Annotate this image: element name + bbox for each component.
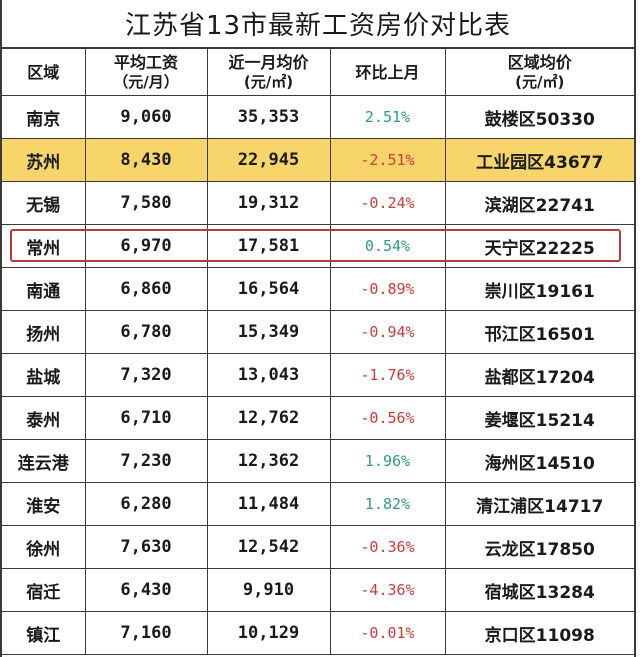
table-row: 泰州 6,710 12,762 -0.56% 姜堰区15214	[2, 396, 634, 440]
wage-housing-table: 区域 平均工资 （元/月） 近一月均价 (元/㎡) 环比上月 区域均价 (元/㎡) 南…	[2, 49, 634, 655]
price-cell: 35,353	[206, 95, 331, 139]
salary-cell: 6,780	[84, 310, 208, 354]
header-unit: （元/月）	[113, 72, 179, 91]
district-price-cell: 海州区14510	[444, 439, 634, 483]
table-row: 镇江 7,160 10,129 -0.01% 京口区11098	[2, 611, 634, 655]
table-title: 江苏省13市最新工资房价对比表	[2, 0, 634, 49]
district-price-cell: 鼓楼区50330	[444, 95, 634, 139]
price-cell: 12,542	[206, 525, 331, 569]
price-cell: 11,484	[206, 482, 331, 526]
price-cell: 19,312	[206, 181, 331, 225]
table-row: 徐州 7,630 12,542 -0.36% 云龙区17850	[2, 525, 634, 569]
city-cell: 苏州	[2, 138, 86, 182]
table-row: 苏州 8,430 22,945 -2.51% 工业园区43677	[2, 138, 634, 182]
mom-change-cell: 0.54%	[329, 224, 446, 268]
district-price-cell: 清江浦区14717	[444, 482, 634, 526]
district-price-cell: 宿城区13284	[444, 568, 634, 612]
district-price-cell: 崇川区19161	[444, 267, 634, 311]
mom-change-cell: 1.96%	[329, 439, 446, 483]
salary-cell: 7,160	[84, 611, 208, 655]
district-price-cell: 盐都区17204	[444, 353, 634, 397]
price-cell: 12,762	[206, 396, 331, 440]
header-label: 区域均价	[507, 52, 572, 72]
mom-change-cell: -0.94%	[329, 310, 446, 354]
salary-cell: 8,430	[84, 138, 208, 182]
salary-cell: 6,430	[84, 568, 208, 612]
district-price-cell: 邗江区16501	[444, 310, 634, 354]
city-cell: 常州	[2, 224, 86, 268]
district-price-cell: 滨湖区22741	[444, 181, 634, 225]
mom-change-cell: -0.89%	[329, 267, 446, 311]
city-cell: 无锡	[2, 181, 86, 225]
mom-change-cell: 1.82%	[329, 482, 446, 526]
table-row: 盐城 7,320 13,043 -1.76% 盐都区17204	[2, 353, 634, 397]
header-unit: (元/㎡)	[515, 72, 565, 91]
table-row: 无锡 7,580 19,312 -0.24% 滨湖区22741	[2, 181, 634, 225]
mom-change-cell: -0.36%	[329, 525, 446, 569]
mom-change-cell: -1.76%	[329, 353, 446, 397]
city-cell: 宿迁	[2, 568, 86, 612]
city-cell: 南通	[2, 267, 86, 311]
district-price-cell: 云龙区17850	[444, 525, 634, 569]
city-cell: 泰州	[2, 396, 86, 440]
salary-cell: 7,230	[84, 439, 208, 483]
mom-change-cell: -0.56%	[329, 396, 446, 440]
header-row: 区域 平均工资 （元/月） 近一月均价 (元/㎡) 环比上月 区域均价 (元/㎡)	[2, 49, 634, 96]
salary-cell: 7,320	[84, 353, 208, 397]
mom-change-cell: -2.51%	[329, 138, 446, 182]
header-label: 环比上月	[355, 62, 420, 82]
city-cell: 镇江	[2, 611, 86, 655]
mom-change-cell: -0.01%	[329, 611, 446, 655]
header-recent-price: 近一月均价 (元/㎡)	[206, 49, 331, 96]
mom-change-cell: 2.51%	[329, 95, 446, 139]
district-price-cell: 天宁区22225	[444, 224, 634, 268]
salary-cell: 6,280	[84, 482, 208, 526]
header-district-price: 区域均价 (元/㎡)	[444, 49, 634, 96]
city-cell: 扬州	[2, 310, 86, 354]
price-cell: 13,043	[206, 353, 331, 397]
city-cell: 盐城	[2, 353, 86, 397]
city-cell: 淮安	[2, 482, 86, 526]
salary-cell: 6,860	[84, 267, 208, 311]
table-row: 宿迁 6,430 9,910 -4.36% 宿城区13284	[2, 568, 634, 612]
price-cell: 17,581	[206, 224, 331, 268]
table-row: 淮安 6,280 11,484 1.82% 清江浦区14717	[2, 482, 634, 526]
salary-cell: 7,630	[84, 525, 208, 569]
header-label: 近一月均价	[228, 52, 309, 72]
table-row: 连云港 7,230 12,362 1.96% 海州区14510	[2, 439, 634, 483]
price-cell: 16,564	[206, 267, 331, 311]
district-price-cell: 工业园区43677	[444, 138, 634, 182]
salary-cell: 6,970	[84, 224, 208, 268]
salary-cell: 6,710	[84, 396, 208, 440]
table-row: 南京 9,060 35,353 2.51% 鼓楼区50330	[2, 95, 634, 139]
table-row: 常州 6,970 17,581 0.54% 天宁区22225	[2, 224, 634, 268]
mom-change-cell: -4.36%	[329, 568, 446, 612]
price-cell: 22,945	[206, 138, 331, 182]
price-cell: 10,129	[206, 611, 331, 655]
city-cell: 连云港	[2, 439, 86, 483]
header-label: 区域	[27, 62, 60, 82]
price-cell: 15,349	[206, 310, 331, 354]
mom-change-cell: -0.24%	[329, 181, 446, 225]
district-price-cell: 京口区11098	[444, 611, 634, 655]
district-price-cell: 姜堰区15214	[444, 396, 634, 440]
table-row: 南通 6,860 16,564 -0.89% 崇川区19161	[2, 267, 634, 311]
header-mom-change: 环比上月	[329, 49, 446, 96]
header-label: 平均工资	[113, 52, 178, 72]
header-avg-salary: 平均工资 （元/月）	[84, 49, 208, 96]
price-cell: 12,362	[206, 439, 331, 483]
table-row: 扬州 6,780 15,349 -0.94% 邗江区16501	[2, 310, 634, 354]
salary-cell: 9,060	[84, 95, 208, 139]
salary-cell: 7,580	[84, 181, 208, 225]
price-cell: 9,910	[206, 568, 331, 612]
header-region: 区域	[2, 49, 86, 96]
city-cell: 南京	[2, 95, 86, 139]
city-cell: 徐州	[2, 525, 86, 569]
header-unit: (元/㎡)	[243, 72, 294, 91]
